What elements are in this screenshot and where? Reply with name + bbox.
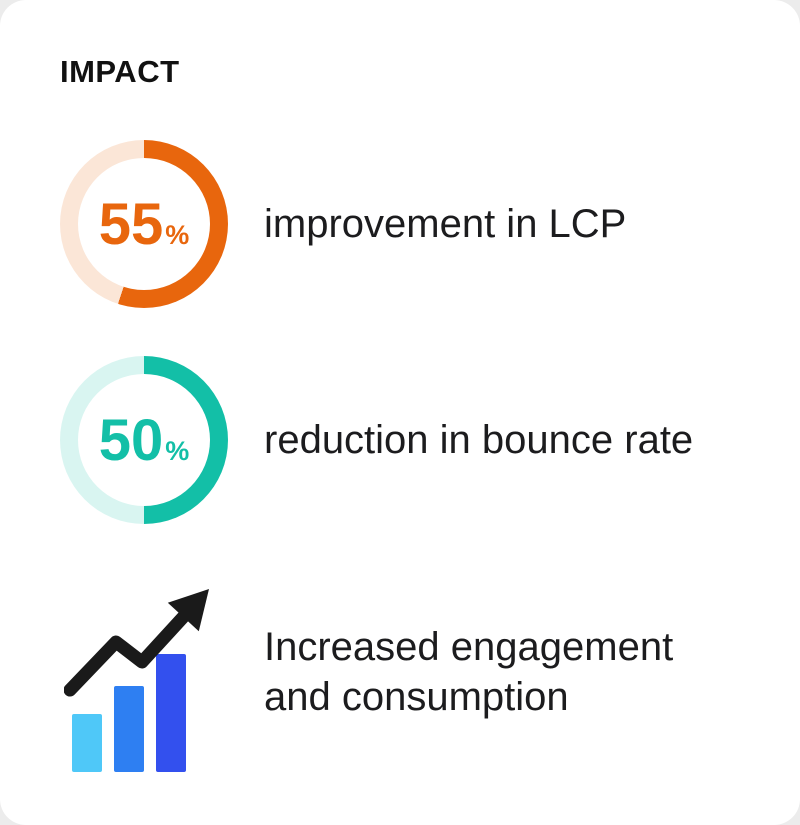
stat-row-lcp: 55 % improvement in LCP	[60, 140, 760, 308]
donut-value: 50	[98, 407, 164, 473]
stat-label-bounce-rate: reduction in bounce rate	[264, 418, 694, 462]
donut-number: 55 %	[99, 191, 190, 258]
stat-label-lcp: improvement in LCP	[264, 202, 627, 246]
percent-sign: %	[165, 435, 190, 466]
stat-visual: 55 %	[60, 140, 228, 308]
growth-bar-chart-icon	[64, 589, 209, 772]
arrow-head	[167, 589, 209, 632]
impact-title: IMPACT	[60, 54, 180, 89]
donut-hole: 50 %	[78, 374, 210, 506]
donut-hole: 55 %	[78, 158, 210, 290]
donut-value: 55	[98, 191, 164, 257]
arrow-line	[64, 607, 193, 697]
stat-visual: 50 %	[60, 356, 228, 524]
stat-row-bounce-rate: 50 % reduction in bounce rate	[60, 356, 760, 524]
percent-sign: %	[165, 219, 190, 250]
stat-label-engagement: Increased engagement and consumption	[264, 625, 674, 719]
bar-3	[156, 654, 186, 772]
donut-number: 50 %	[99, 407, 190, 474]
donut-chart-lcp: 55 %	[60, 140, 228, 308]
bar-2	[114, 686, 144, 772]
donut-chart-bounce-rate: 50 %	[60, 356, 228, 524]
stat-visual	[60, 572, 228, 772]
stat-row-engagement: Increased engagement and consumption	[60, 572, 760, 772]
bar-1	[72, 714, 102, 772]
